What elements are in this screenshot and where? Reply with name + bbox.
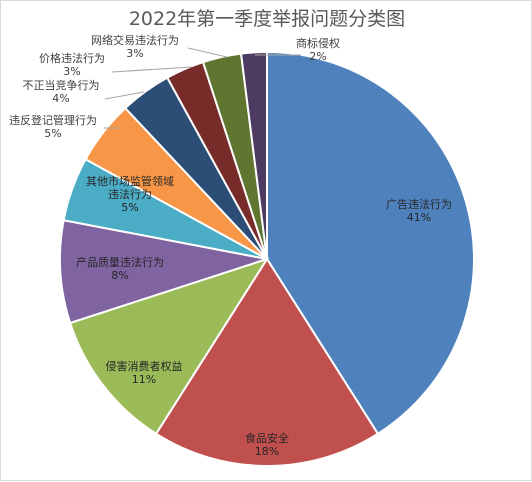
slice-label: 食品安全 18% bbox=[245, 431, 289, 458]
pie-slice bbox=[154, 257, 380, 468]
chart-title: 2022年第一季度举报问题分类图 bbox=[129, 8, 405, 30]
slice-label: 侵害消费者权益 11% bbox=[106, 359, 183, 386]
slice-label: 产品质量违法行为 8% bbox=[76, 255, 164, 282]
pie-slice bbox=[59, 219, 268, 325]
slice-label: 价格违法行为 3% bbox=[39, 51, 105, 78]
slice-label: 网络交易违法行为 3% bbox=[91, 33, 179, 60]
leader-line bbox=[187, 47, 228, 58]
pie-slice bbox=[239, 50, 268, 260]
leader-line bbox=[104, 91, 145, 100]
slice-label: 商标侵权 2% bbox=[296, 36, 340, 63]
leader-line bbox=[111, 66, 193, 73]
slice-label: 其他市场监管领域违法行为 5% bbox=[86, 174, 174, 214]
pie-slice bbox=[266, 50, 475, 436]
slice-label: 不正当竞争行为 4% bbox=[23, 78, 100, 105]
pie-slice bbox=[68, 257, 270, 436]
slice-label: 违反登记管理行为 5% bbox=[9, 113, 97, 140]
slice-label: 广告违法行为 41% bbox=[386, 197, 452, 224]
